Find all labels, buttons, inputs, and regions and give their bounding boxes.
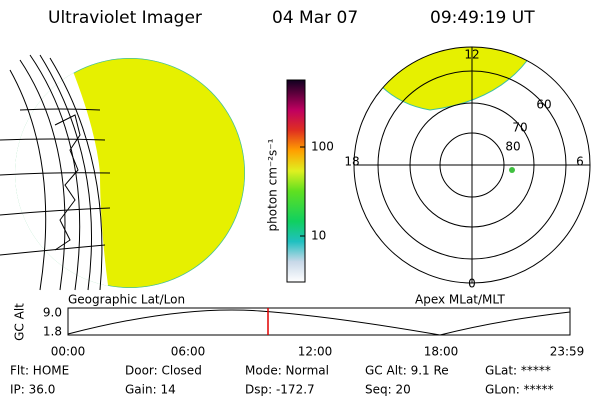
x-tick-label: 12:00 [298, 345, 333, 359]
ring-label: 60 [536, 98, 551, 112]
info-item: GLat: ***** [485, 364, 551, 378]
info-item: IP: 36.0 [10, 383, 55, 397]
info-item: Door: Closed [125, 364, 202, 378]
colorbar-label: photon cm⁻²s⁻¹ [266, 138, 280, 231]
info-item: Seq: 20 [365, 383, 411, 397]
x-tick-label: 00:00 [51, 345, 86, 359]
clock-label: 12 [464, 48, 479, 62]
x-tick-label: 23:59 [550, 345, 585, 359]
info-item: GLon: ***** [485, 383, 554, 397]
y-tick-label: 9.0 [43, 306, 62, 320]
clock-label: 18 [344, 155, 359, 169]
polar-plot [353, 46, 591, 284]
earth-image [15, 58, 245, 288]
info-item: Mode: Normal [245, 364, 329, 378]
clock-label: 6 [576, 155, 584, 169]
time: 09:49:19 UT [430, 8, 535, 28]
info-item: Gain: 14 [125, 383, 176, 397]
altitude-frame [67, 307, 571, 336]
info-item: Flt: HOME [10, 364, 69, 378]
clock-label: 0 [468, 277, 476, 291]
info-block: Flt: HOME Door: Closed Mode: Normal GC Alt:… [10, 364, 554, 397]
x-tick-label: 18:00 [424, 345, 459, 359]
y-tick-label: 1.8 [43, 325, 62, 339]
altitude-curve [67, 309, 571, 336]
colorbar-tick-label: 100 [311, 140, 334, 154]
panel-label: Geographic Lat/Lon [68, 293, 185, 307]
y-axis-label: GC Alt [13, 303, 27, 341]
title: Ultraviolet Imager [48, 8, 202, 28]
colorbar [286, 79, 306, 283]
ring-label: 80 [505, 140, 520, 154]
map-grid [0, 54, 111, 291]
date: 04 Mar 07 [272, 8, 358, 28]
colorbar-tick-label: 10 [311, 229, 326, 243]
info-item: GC Alt: 9.1 Re [365, 364, 449, 378]
ring-label: 70 [512, 121, 527, 135]
panel-label: Apex MLat/MLT [415, 293, 505, 307]
x-tick-label: 06:00 [171, 345, 206, 359]
info-item: Dsp: -172.7 [245, 383, 315, 397]
